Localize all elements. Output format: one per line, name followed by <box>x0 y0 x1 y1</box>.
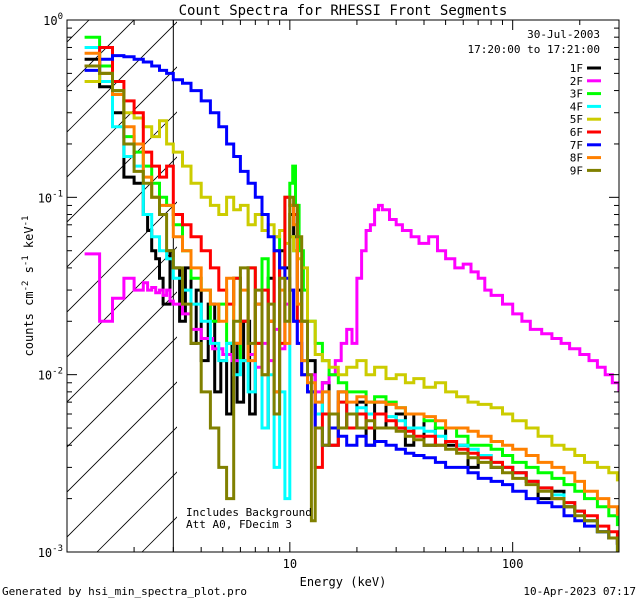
hatch-line <box>67 20 135 88</box>
series-9F <box>84 64 619 552</box>
plot-frame <box>66 19 620 553</box>
annotation-background: Includes Background <box>186 506 312 519</box>
y-tick-label: 10-2 <box>38 367 63 383</box>
annotation-attenuator: Att A0, FDecim 3 <box>186 518 292 531</box>
legend-label-4F: 4F <box>570 100 583 113</box>
legend-label-2F: 2F <box>570 75 583 88</box>
legend-label-1F: 1F <box>570 62 583 75</box>
legend-label-9F: 9F <box>570 164 583 177</box>
series-2F <box>84 203 619 394</box>
hatch-line <box>67 381 177 493</box>
y-tick-label: 10-1 <box>38 189 63 205</box>
y-tick-label: 100 <box>43 12 63 28</box>
series-7F <box>84 54 619 545</box>
hatch-line <box>67 156 177 268</box>
x-axis-label: Energy (keV) <box>300 575 387 589</box>
series-8F <box>84 51 619 516</box>
legend-label-3F: 3F <box>570 88 583 101</box>
legend-label-6F: 6F <box>570 126 583 139</box>
series-5F <box>84 71 619 482</box>
x-axis: 10 100 <box>66 20 620 571</box>
hatch-line <box>67 426 177 538</box>
legend-label-5F: 5F <box>570 113 583 126</box>
y-tick-label: 10-3 <box>38 544 63 560</box>
hatch-line <box>67 291 177 403</box>
chart-title: Count Spectra for RHESSI Front Segments <box>179 3 508 19</box>
series-group <box>84 35 619 552</box>
x-tick-label: 100 <box>502 557 524 571</box>
hatch-line <box>67 21 177 133</box>
y-axis: 10-3 10-2 10-1 100 <box>38 12 619 560</box>
legend-label-8F: 8F <box>570 152 583 165</box>
footer-generated-by: Generated by hsi_min_spectra_plot.pro <box>2 585 247 598</box>
y-axis-label: counts cm-2 s-1 keV-1 <box>21 216 36 357</box>
x-tick-label: 10 <box>283 557 297 571</box>
hatch-line <box>67 201 177 313</box>
legend-label-7F: 7F <box>570 139 583 152</box>
time-range-label: 17:20:00 to 17:21:00 <box>468 43 600 56</box>
date-label: 30-Jul-2003 <box>527 28 600 41</box>
footer-timestamp: 10-Apr-2023 07:17 <box>523 585 636 598</box>
